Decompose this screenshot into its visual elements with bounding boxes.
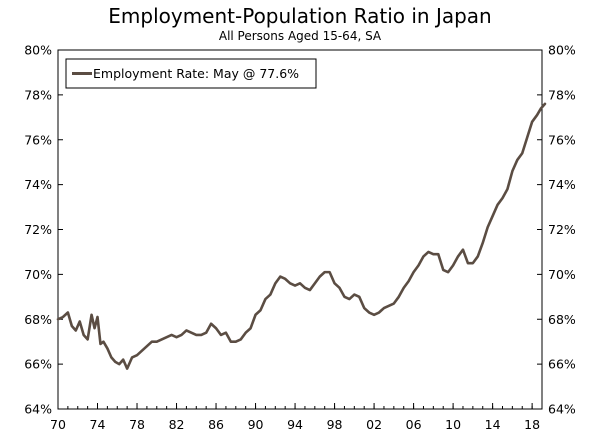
legend: Employment Rate: May @ 77.6%: [65, 58, 317, 89]
y-tick-label-left: 78%: [24, 87, 52, 102]
y-tick-label-left: 72%: [24, 222, 52, 237]
series-line: [56, 102, 547, 370]
x-tick-label: 02: [366, 417, 382, 432]
x-tick-label: 10: [445, 417, 461, 432]
y-tick-label-right: 68%: [548, 312, 576, 327]
x-tick-label: 70: [50, 417, 66, 432]
x-tick-label: 06: [406, 417, 422, 432]
legend-box: [65, 58, 317, 89]
y-tick-label-right: 80%: [548, 43, 576, 58]
x-tick-label: 90: [248, 417, 264, 432]
chart-subtitle: All Persons Aged 15-64, SA: [219, 29, 382, 43]
y-tick-label-left: 66%: [24, 357, 52, 372]
x-tick-label: 94: [287, 417, 303, 432]
x-tick-label: 98: [327, 417, 343, 432]
y-tick-label-right: 64%: [548, 402, 576, 417]
x-tick-label: 14: [485, 417, 501, 432]
y-tick-label-left: 80%: [24, 43, 52, 58]
plot-frame: [57, 49, 543, 410]
y-tick-label-right: 76%: [548, 132, 576, 147]
plot-border: [57, 49, 543, 410]
x-tick-label: 78: [129, 417, 145, 432]
x-tick-label: 74: [90, 417, 106, 432]
x-tick-label: 18: [524, 417, 540, 432]
y-tick-label-left: 76%: [24, 132, 52, 147]
y-tick-label-left: 68%: [24, 312, 52, 327]
y-tick-label-left: 70%: [24, 267, 52, 282]
axis-ticks: 64% 64% 66% 66% 68% 68% 70% 70% 72% 72% 74% 74% 76% 7…: [24, 43, 576, 433]
y-tick-label-right: 66%: [548, 357, 576, 372]
legend-label: Employment Rate: May @ 77.6%: [93, 66, 299, 81]
y-tick-label-right: 74%: [548, 177, 576, 192]
series-lines: [56, 102, 547, 370]
y-tick-label-left: 74%: [24, 177, 52, 192]
x-tick-label: 86: [208, 417, 224, 432]
y-tick-label-right: 78%: [548, 87, 576, 102]
chart-title: Employment-Population Ratio in Japan: [108, 4, 491, 28]
x-tick-label: 82: [169, 417, 185, 432]
y-tick-label-right: 72%: [548, 222, 576, 237]
y-tick-label-left: 64%: [24, 402, 52, 417]
y-tick-label-right: 70%: [548, 267, 576, 282]
